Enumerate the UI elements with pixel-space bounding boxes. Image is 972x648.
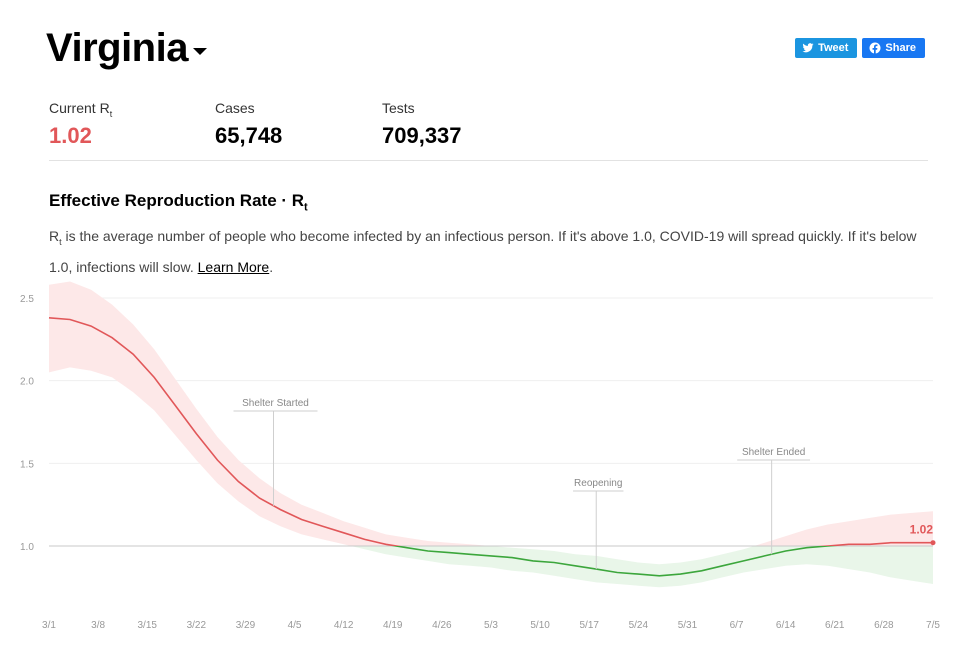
x-tick-label: 4/5 (288, 620, 302, 631)
tests-label: Tests (382, 100, 415, 116)
x-tick-label: 7/5 (926, 620, 940, 631)
confidence-bands (49, 281, 933, 588)
tests-stat: Tests 709,337 (382, 100, 462, 149)
x-tick-label: 5/24 (629, 620, 649, 631)
current-rt-label: Current Rt (49, 100, 215, 120)
rt-line-below (391, 546, 838, 577)
confidence-band-above (49, 281, 933, 546)
tweet-label: Tweet (818, 42, 849, 54)
x-tick-label: 5/10 (530, 620, 550, 631)
x-tick-label: 3/8 (91, 620, 105, 631)
y-tick-label: 2.5 (20, 294, 34, 305)
section-title-sub: t (304, 201, 308, 214)
desc-t: t (59, 236, 62, 247)
current-rt-value: 1.02 (49, 123, 92, 148)
x-tick-label: 3/15 (137, 620, 157, 631)
x-axis-ticks: 3/1 3/8 3/15 3/22 3/29 4/5 4/12 4/19 4/26 5/3 5/10… (42, 620, 940, 631)
stats-row: Current Rt 1.02 Cases 65,748 Tests 709,3… (49, 100, 462, 149)
rt-chart: Shelter Started Reopening Shelter Ended 1.… (20, 281, 940, 631)
state-header: Virginia (46, 26, 207, 71)
twitter-bird-icon (802, 43, 814, 53)
y-tick-label: 1.0 (20, 542, 34, 553)
desc-text: is the average number of people who beco… (49, 228, 917, 275)
current-rt-label-text: Current R (49, 100, 110, 116)
learn-more-link[interactable]: Learn More (197, 258, 270, 275)
x-tick-label: 5/3 (484, 620, 498, 631)
x-tick-label: 3/29 (236, 620, 256, 631)
grid-lines (49, 297, 933, 464)
state-title[interactable]: Virginia (46, 26, 188, 70)
current-rt-stat: Current Rt 1.02 (49, 100, 215, 149)
current-value-marker: 1.02 (910, 523, 936, 546)
desc-period: . (269, 258, 274, 275)
annotation-label: Reopening (574, 478, 622, 489)
x-tick-label: 6/28 (874, 620, 894, 631)
share-label: Share (885, 42, 916, 54)
cases-label: Cases (215, 100, 255, 116)
x-tick-label: 4/12 (334, 620, 354, 631)
facebook-icon (869, 42, 881, 54)
social-buttons: Tweet Share (795, 38, 925, 58)
current-value-label: 1.02 (910, 523, 934, 537)
annotation-label: Shelter Started (242, 398, 309, 409)
x-tick-label: 4/26 (432, 620, 452, 631)
x-tick-label: 4/19 (383, 620, 403, 631)
tweet-button[interactable]: Tweet (795, 38, 858, 58)
annotations: Shelter Started Reopening Shelter Ended (233, 398, 811, 570)
current-rt-label-sub: t (109, 108, 113, 119)
x-tick-label: 5/31 (678, 620, 698, 631)
x-tick-label: 6/14 (776, 620, 796, 631)
x-tick-label: 3/22 (187, 620, 207, 631)
y-tick-label: 2.0 (20, 377, 34, 388)
rt-lines (48, 317, 933, 577)
state-dropdown-caret-icon[interactable] (192, 48, 207, 55)
rt-line-above (48, 317, 933, 546)
section-title-text: Effective Reproduction Rate · R (49, 191, 305, 210)
section-description: Rt is the average number of people who b… (49, 224, 929, 280)
x-tick-label: 3/1 (42, 620, 56, 631)
stats-divider (49, 160, 928, 161)
tests-value: 709,337 (382, 123, 462, 148)
y-axis-ticks: 1.0 1.5 2.0 2.5 (20, 294, 34, 553)
x-tick-label: 6/21 (825, 620, 845, 631)
cases-stat: Cases 65,748 (215, 100, 382, 149)
desc-r: R (49, 228, 60, 244)
cases-value: 65,748 (215, 123, 283, 148)
y-tick-label: 1.5 (20, 459, 34, 470)
x-tick-label: 5/17 (579, 620, 599, 631)
x-tick-label: 6/7 (730, 620, 744, 631)
section-title: Effective Reproduction Rate · Rt (49, 191, 308, 213)
facebook-share-button[interactable]: Share (862, 38, 925, 58)
current-value-dot (930, 540, 936, 546)
annotation-label: Shelter Ended (742, 447, 805, 458)
